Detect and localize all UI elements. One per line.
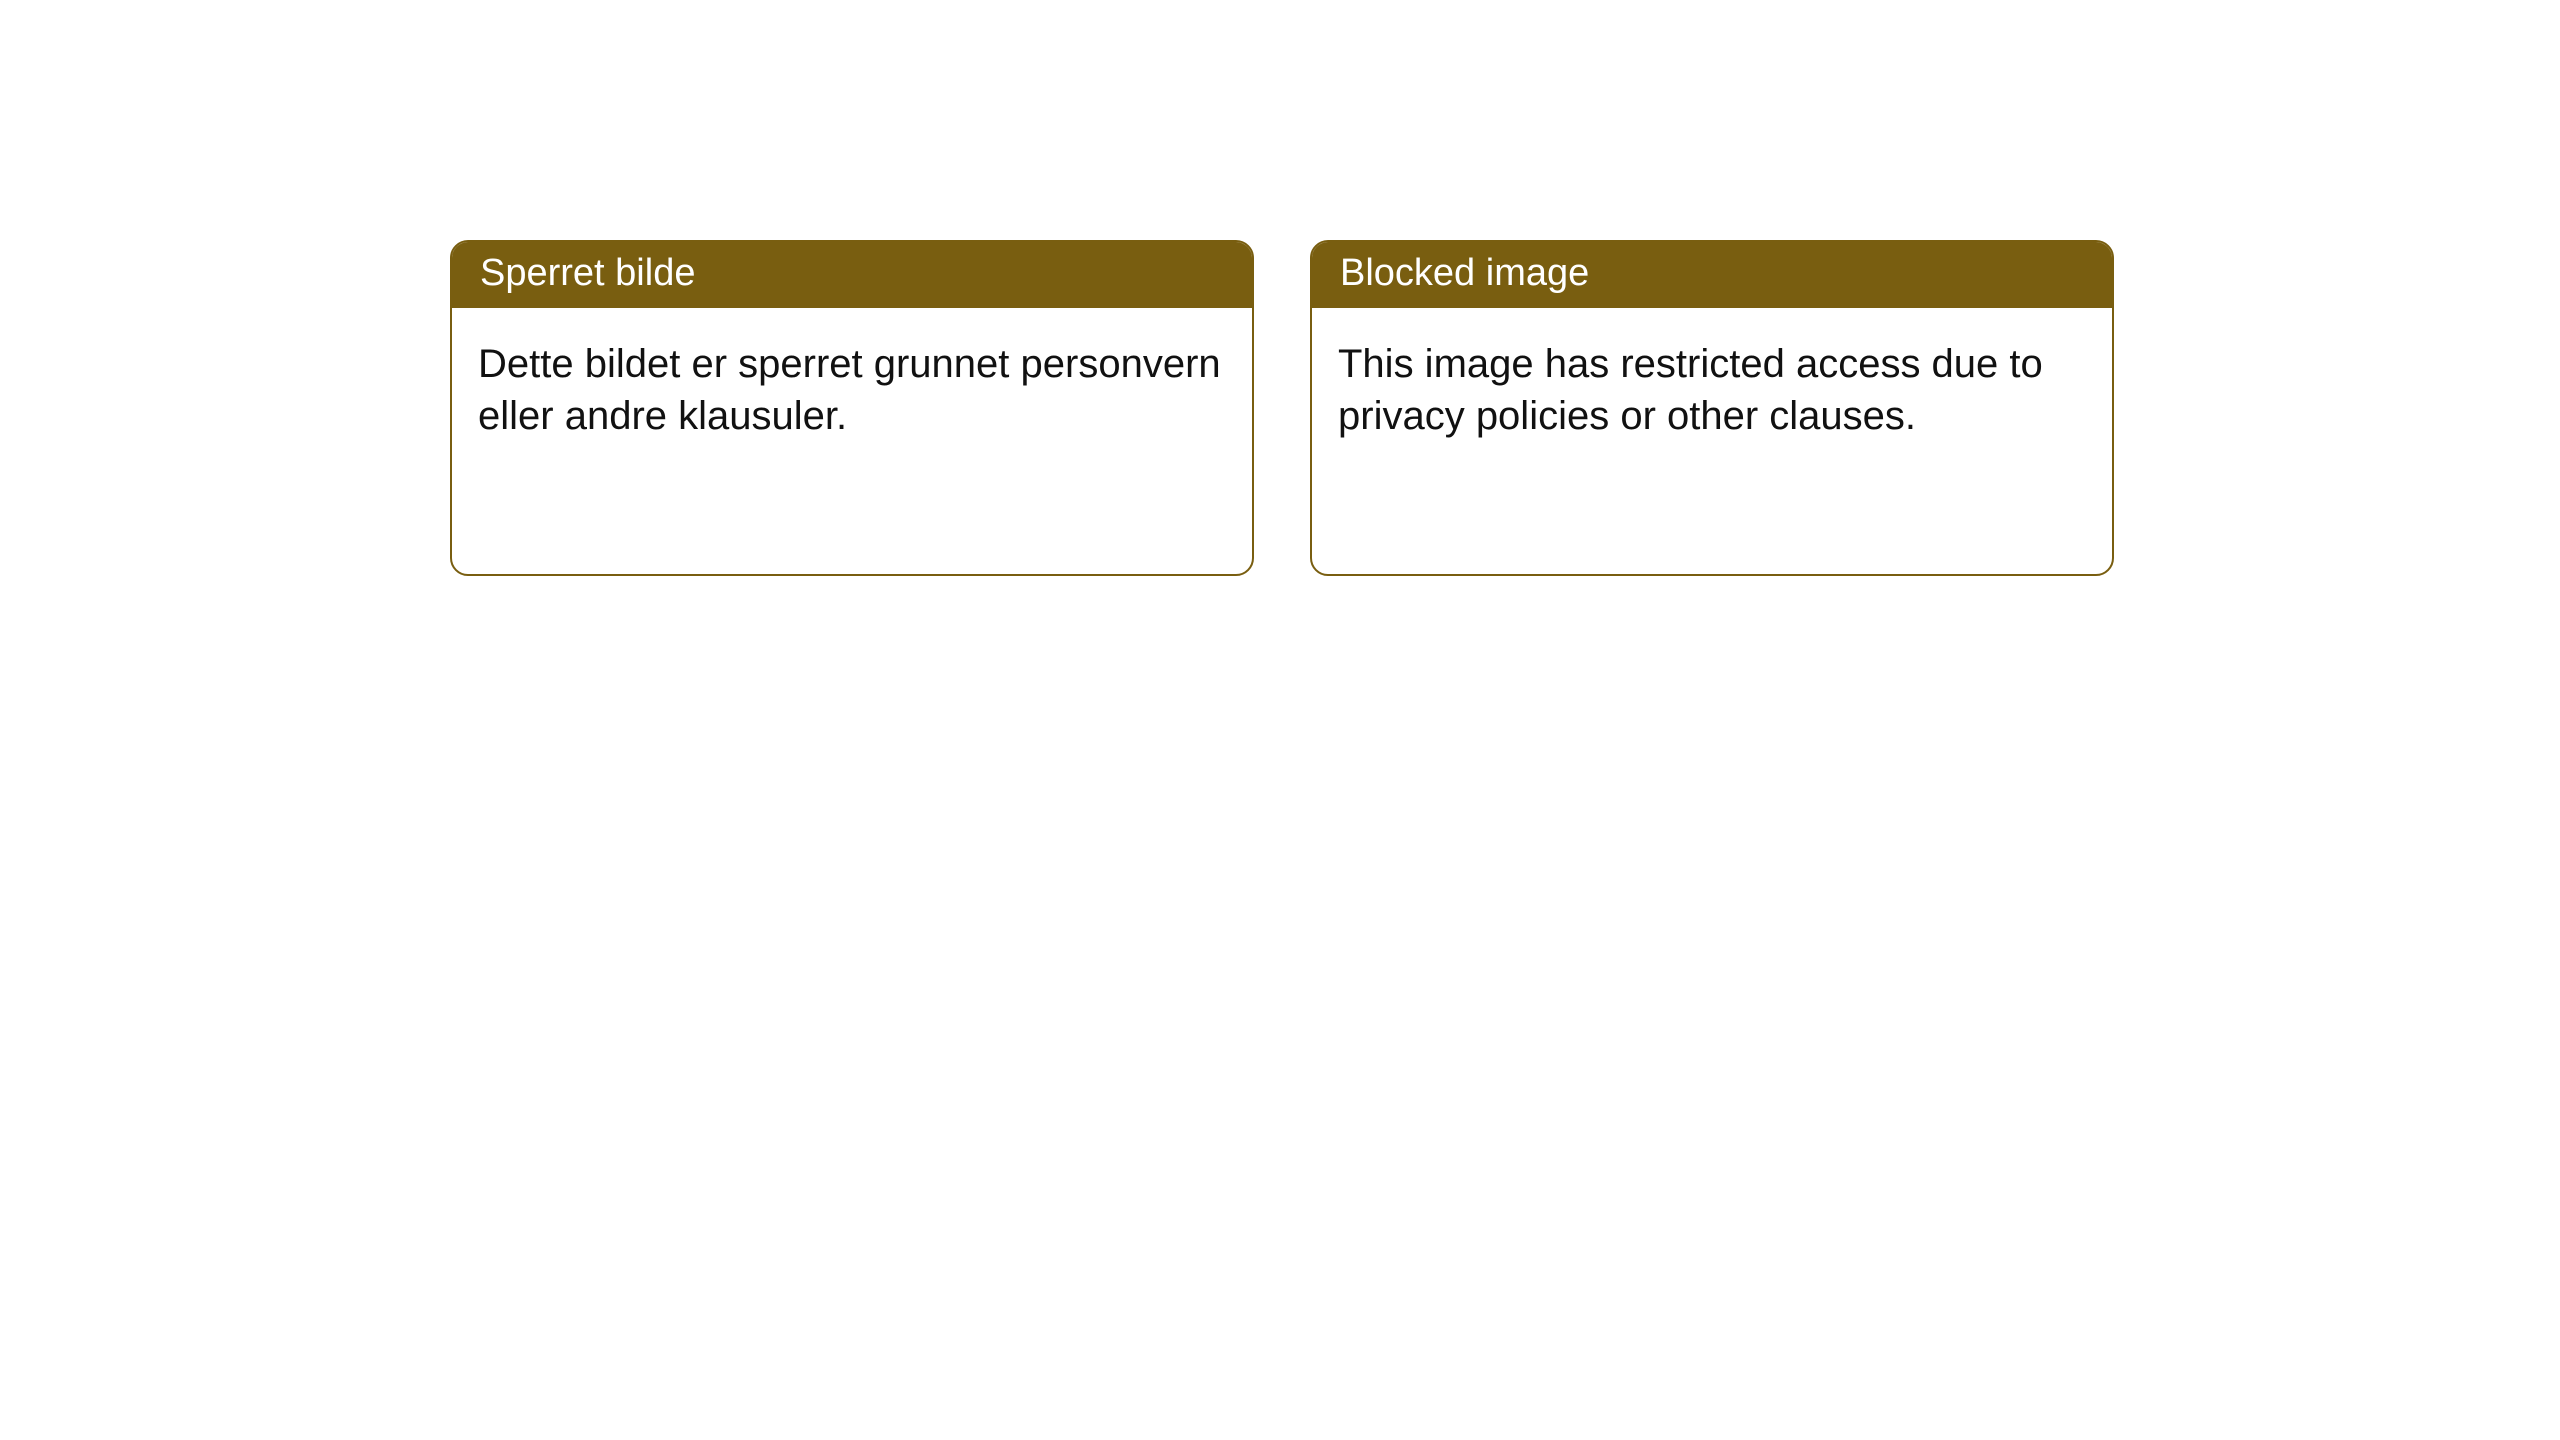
notice-body-en: This image has restricted access due to … bbox=[1312, 308, 2112, 474]
notice-title-en: Blocked image bbox=[1312, 242, 2112, 308]
notice-body-no: Dette bildet er sperret grunnet personve… bbox=[452, 308, 1252, 474]
page: Sperret bilde Dette bildet er sperret gr… bbox=[0, 0, 2560, 1440]
notice-card-en: Blocked image This image has restricted … bbox=[1310, 240, 2114, 576]
cards-row: Sperret bilde Dette bildet er sperret gr… bbox=[450, 240, 2114, 576]
notice-card-no: Sperret bilde Dette bildet er sperret gr… bbox=[450, 240, 1254, 576]
notice-title-no: Sperret bilde bbox=[452, 242, 1252, 308]
